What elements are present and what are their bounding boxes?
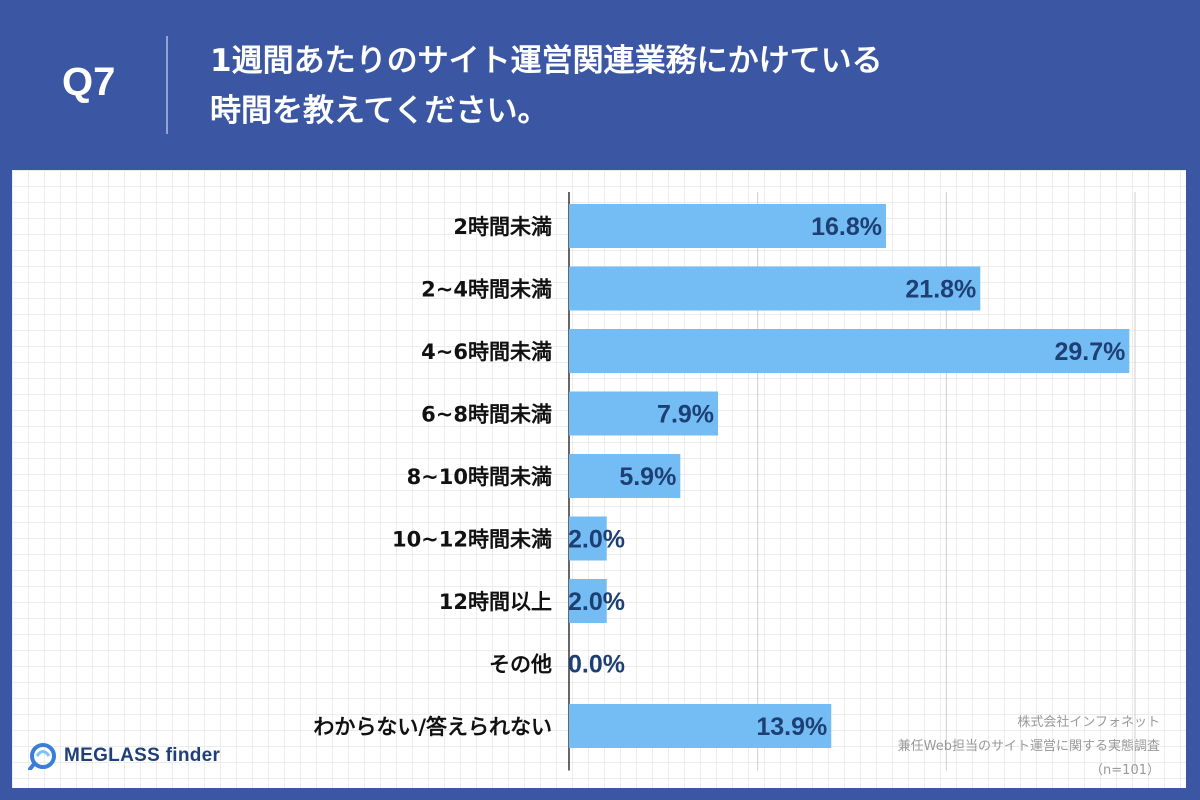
category-label-6: 12時間以上 (439, 590, 552, 614)
bar-chart: 2時間未満 16.8% 2~4時間未満 21.8% 4~6時間未満 29.7% 6~8時間未… (313, 192, 1136, 771)
bar-8 (569, 704, 832, 748)
bar-0 (569, 204, 886, 248)
question-number: Q7 (62, 60, 116, 104)
question-title-line1: 1週間あたりのサイト運営関連業務にかけている (210, 43, 883, 79)
category-label-0: 2時間未満 (453, 215, 552, 239)
value-label-0: 16.8% (811, 213, 882, 241)
question-title: 1週間あたりのサイト運営関連業務にかけている 時間を教えてください。 (210, 36, 1170, 136)
value-label-1: 21.8% (905, 276, 976, 304)
category-label-4: 8~10時間未満 (407, 465, 552, 489)
bar-3 (569, 391, 719, 436)
question-title-line2: 時間を教えてください。 (210, 93, 549, 129)
category-label-7: その他 (489, 653, 552, 677)
category-label-5: 10~12時間未満 (392, 528, 552, 552)
value-label-5: 2.0% (568, 526, 625, 554)
meglass-logo-icon (28, 743, 56, 770)
value-label-6: 2.0% (568, 588, 625, 616)
header: Q7 1週間あたりのサイト運営関連業務にかけている 時間を教えてください。 (0, 0, 1200, 170)
chart-panel: 2時間未満 16.8% 2~4時間未満 21.8% 4~6時間未満 29.7% 6~8時間未… (12, 170, 1186, 788)
source-company: 株式会社インフォネット (1017, 715, 1160, 730)
source-sample: （n=101） (1090, 763, 1160, 778)
bar-5 (569, 516, 607, 561)
value-label-7: 0.0% (568, 651, 625, 679)
value-label-8: 13.9% (756, 713, 827, 741)
category-label-3: 6~8時間未満 (421, 403, 552, 427)
logo-text: MEGLASS finder (64, 745, 221, 766)
bar-1 (569, 266, 981, 311)
value-label-3: 7.9% (657, 401, 714, 429)
category-label-2: 4~6時間未満 (421, 340, 552, 364)
header-divider (166, 36, 168, 134)
source-survey: 兼任Web担当のサイト運営に関する実態調査 (897, 739, 1160, 754)
value-label-4: 5.9% (619, 463, 676, 491)
category-label-8: わからない/答えられない (313, 715, 552, 739)
brand-logo: MEGLASS finder (28, 742, 220, 770)
bar-6 (569, 579, 607, 623)
category-label-1: 2~4時間未満 (421, 278, 552, 302)
bar-2 (569, 329, 1130, 373)
bar-4 (569, 454, 681, 498)
value-label-2: 29.7% (1054, 338, 1125, 366)
